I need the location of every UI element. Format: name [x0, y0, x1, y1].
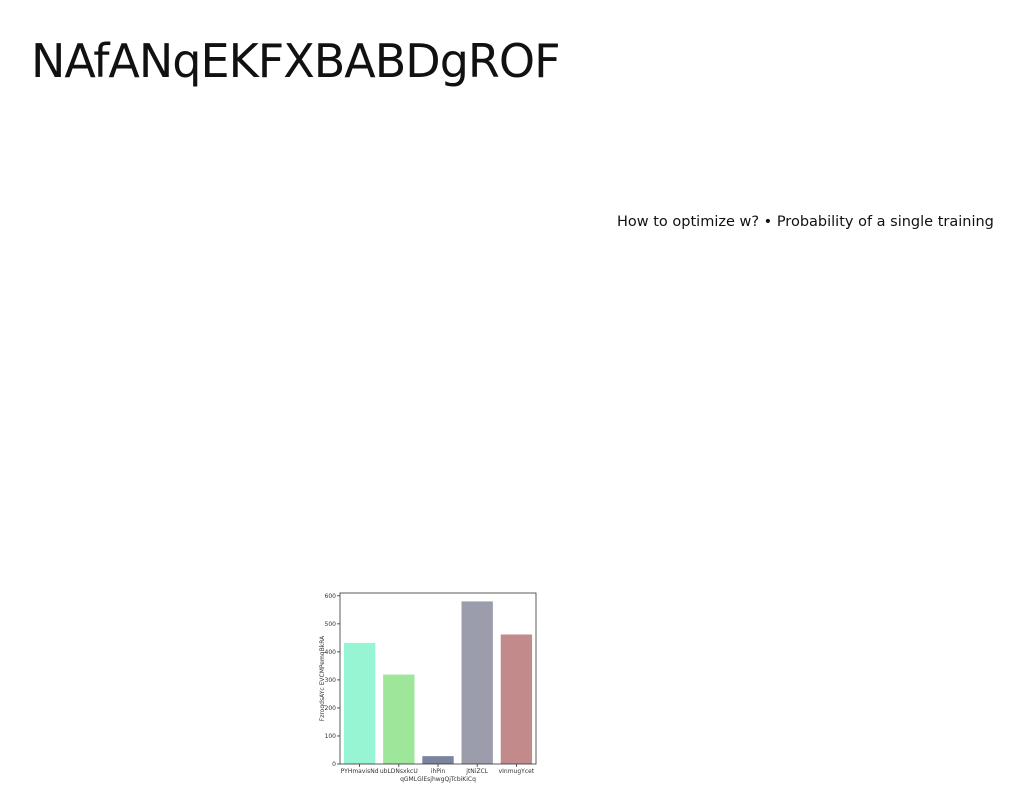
bar-ihPin	[422, 756, 454, 764]
x-tick-label: vInmugYcet	[499, 768, 535, 775]
plot-frame	[339, 592, 537, 765]
x-axis-label: qGMLGlEsjhwgQjTcbiKiCq	[400, 776, 476, 783]
y-axis-ticks: 0 100 200 300 400 500 600	[325, 593, 340, 768]
y-tick-label: 0	[332, 761, 336, 768]
x-tick-label: ihPin	[431, 768, 446, 775]
bar-jtNiZCL	[461, 601, 493, 764]
bar-ubLDNsxkcU	[383, 674, 415, 764]
slide-title: NAfANqEKFXBABDgROF	[31, 34, 561, 88]
x-axis-ticks: PYHmavisNd ubLDNsxkcU ihPin jtNiZCL vInmugYc…	[341, 764, 535, 775]
x-tick-label: PYHmavisNd	[341, 768, 379, 775]
y-tick-label: 100	[325, 733, 337, 740]
x-tick-label: jtNiZCL	[465, 768, 488, 775]
bar-PYHmavisNd	[343, 642, 376, 764]
x-tick-label: ubLDNsxkcU	[380, 768, 418, 775]
bar-chart: 0 100 200 300 400 500 600 PYHmavisNd ubLDNsxkcU…	[310, 585, 545, 788]
y-axis-label: FzroqdsAYc EVCMPemqBkRA	[319, 635, 326, 721]
y-tick-label: 500	[325, 621, 337, 628]
y-tick-label: 600	[325, 593, 337, 600]
bullet-text: How to optimize w? • Probability of a si…	[617, 214, 994, 230]
bars	[343, 601, 533, 764]
y-tick-label: 300	[325, 677, 337, 684]
y-tick-label: 400	[325, 649, 337, 656]
bar-chart-svg: 0 100 200 300 400 500 600 PYHmavisNd ubLDNsxkcU…	[319, 592, 537, 783]
bar-vInmugYcet	[500, 634, 533, 764]
y-tick-label: 200	[325, 705, 337, 712]
